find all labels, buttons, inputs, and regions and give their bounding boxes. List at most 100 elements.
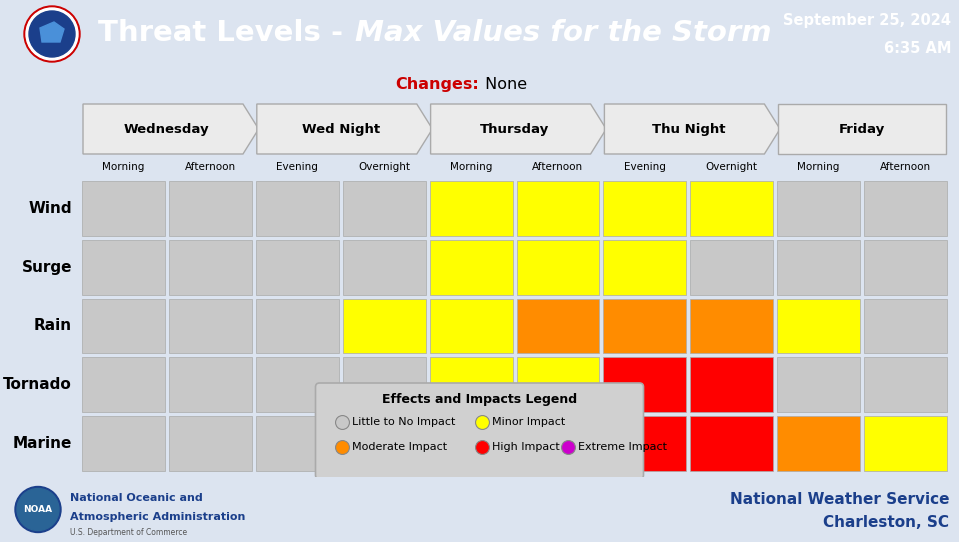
- Text: Wednesday: Wednesday: [124, 122, 210, 136]
- Bar: [517, 240, 599, 295]
- Bar: [82, 181, 165, 236]
- Bar: [690, 240, 773, 295]
- Bar: [517, 357, 599, 412]
- Text: Wind: Wind: [29, 201, 72, 216]
- Bar: [603, 181, 687, 236]
- Bar: [603, 357, 687, 412]
- Bar: [342, 181, 426, 236]
- Text: September 25, 2024: September 25, 2024: [783, 13, 951, 28]
- Text: Marine: Marine: [12, 436, 72, 451]
- Bar: [517, 181, 599, 236]
- Bar: [603, 240, 687, 295]
- Text: 6:35 AM: 6:35 AM: [883, 41, 951, 56]
- Text: National Weather Service: National Weather Service: [730, 492, 949, 507]
- Text: Thu Night: Thu Night: [651, 122, 725, 136]
- Bar: [169, 299, 252, 353]
- Bar: [517, 299, 599, 353]
- Bar: [430, 299, 512, 353]
- Bar: [430, 240, 512, 295]
- Text: Charleston, SC: Charleston, SC: [823, 515, 949, 530]
- Bar: [342, 416, 426, 471]
- Bar: [169, 240, 252, 295]
- Text: Max Values for the Storm: Max Values for the Storm: [355, 18, 772, 47]
- Circle shape: [17, 488, 59, 531]
- Bar: [777, 181, 860, 236]
- Text: Tornado: Tornado: [3, 377, 72, 392]
- Text: Minor Impact: Minor Impact: [492, 417, 565, 427]
- FancyBboxPatch shape: [316, 383, 643, 479]
- Text: U.S. Department of Commerce: U.S. Department of Commerce: [70, 528, 187, 538]
- Text: Thursday: Thursday: [480, 122, 550, 136]
- Text: Changes:: Changes:: [396, 76, 480, 92]
- Bar: [169, 357, 252, 412]
- Text: Little to No Impact: Little to No Impact: [352, 417, 455, 427]
- Bar: [690, 181, 773, 236]
- Bar: [169, 416, 252, 471]
- Text: Evening: Evening: [624, 162, 666, 171]
- Bar: [430, 357, 512, 412]
- Bar: [690, 416, 773, 471]
- Bar: [864, 357, 947, 412]
- Circle shape: [26, 8, 78, 60]
- Bar: [777, 416, 860, 471]
- Text: NOAA: NOAA: [23, 505, 53, 514]
- Bar: [864, 240, 947, 295]
- Bar: [603, 416, 687, 471]
- Circle shape: [15, 487, 61, 532]
- Polygon shape: [604, 104, 780, 154]
- Bar: [690, 299, 773, 353]
- Text: Friday: Friday: [839, 122, 885, 136]
- Text: Threat Levels -: Threat Levels -: [98, 18, 353, 47]
- Text: Morning: Morning: [798, 162, 840, 171]
- Bar: [864, 416, 947, 471]
- Bar: [342, 357, 426, 412]
- Bar: [256, 181, 339, 236]
- Bar: [690, 357, 773, 412]
- Text: Overnight: Overnight: [706, 162, 758, 171]
- Bar: [864, 299, 947, 353]
- Text: High Impact: High Impact: [492, 442, 559, 452]
- Bar: [256, 357, 339, 412]
- Bar: [430, 181, 512, 236]
- Text: Overnight: Overnight: [358, 162, 410, 171]
- Text: Afternoon: Afternoon: [185, 162, 236, 171]
- Bar: [777, 357, 860, 412]
- Text: Afternoon: Afternoon: [532, 162, 583, 171]
- Bar: [256, 240, 339, 295]
- Bar: [342, 299, 426, 353]
- Bar: [256, 299, 339, 353]
- Text: Extreme Impact: Extreme Impact: [577, 442, 667, 452]
- Polygon shape: [431, 104, 606, 154]
- Bar: [430, 416, 512, 471]
- Circle shape: [24, 6, 80, 62]
- Bar: [82, 416, 165, 471]
- Bar: [82, 299, 165, 353]
- Circle shape: [29, 11, 75, 57]
- Text: National Oceanic and: National Oceanic and: [70, 493, 202, 503]
- Polygon shape: [40, 22, 64, 42]
- Bar: [256, 416, 339, 471]
- Text: Morning: Morning: [450, 162, 492, 171]
- Bar: [517, 416, 599, 471]
- Text: Surge: Surge: [21, 260, 72, 275]
- Bar: [864, 181, 947, 236]
- Bar: [777, 299, 860, 353]
- Text: Evening: Evening: [276, 162, 318, 171]
- Text: Rain: Rain: [34, 319, 72, 333]
- Bar: [82, 240, 165, 295]
- Text: Afternoon: Afternoon: [880, 162, 931, 171]
- Bar: [777, 240, 860, 295]
- Text: Morning: Morning: [103, 162, 145, 171]
- Text: None: None: [480, 76, 526, 92]
- Bar: [603, 299, 687, 353]
- Text: Effects and Impacts Legend: Effects and Impacts Legend: [382, 393, 577, 406]
- Polygon shape: [778, 104, 946, 154]
- Text: Atmospheric Administration: Atmospheric Administration: [70, 512, 246, 522]
- Text: Moderate Impact: Moderate Impact: [352, 442, 447, 452]
- Bar: [342, 240, 426, 295]
- Polygon shape: [257, 104, 433, 154]
- Bar: [169, 181, 252, 236]
- Polygon shape: [83, 104, 259, 154]
- Bar: [82, 357, 165, 412]
- Text: Wed Night: Wed Night: [302, 122, 380, 136]
